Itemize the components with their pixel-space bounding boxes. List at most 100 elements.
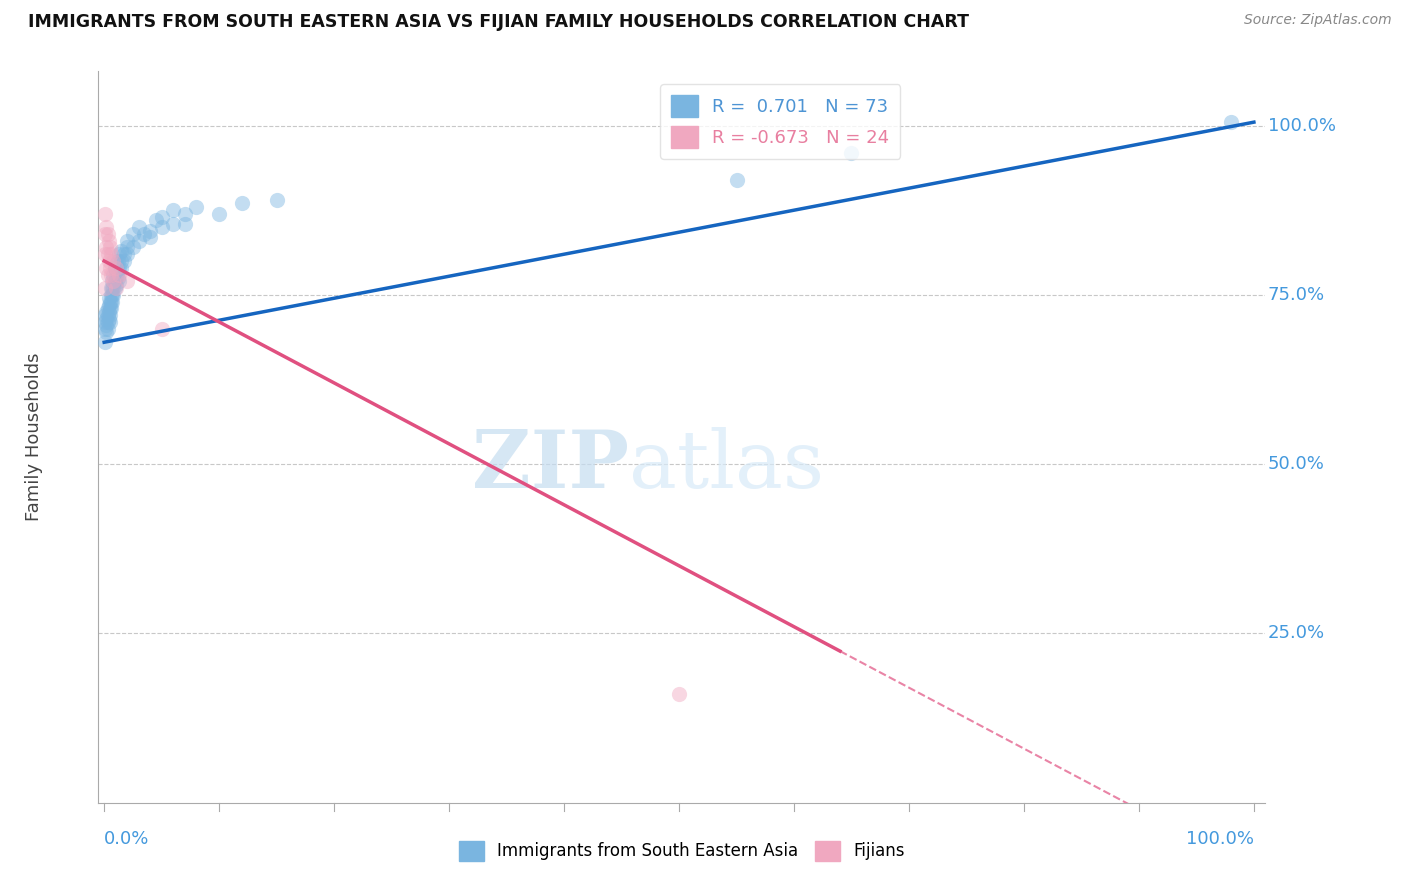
Point: [101, 274, 124, 288]
Point: [115, 234, 138, 248]
Text: 0.0%: 0.0%: [104, 830, 149, 848]
Point: [112, 254, 135, 268]
Point: [104, 271, 127, 285]
Point: [96, 318, 118, 333]
Point: [96, 325, 118, 339]
Point: [94, 281, 117, 295]
Point: [101, 281, 124, 295]
Point: [98, 240, 121, 254]
Point: [96, 305, 118, 319]
Point: [98, 308, 121, 322]
Text: 25.0%: 25.0%: [1268, 624, 1324, 642]
Point: [104, 281, 127, 295]
Point: [94, 206, 117, 220]
Point: [1219, 115, 1241, 129]
Point: [173, 217, 195, 231]
Point: [104, 257, 127, 271]
Point: [94, 247, 117, 261]
Point: [101, 288, 124, 302]
Point: [115, 274, 138, 288]
Point: [98, 260, 121, 275]
Legend: Immigrants from South Eastern Asia, Fijians: Immigrants from South Eastern Asia, Fiji…: [453, 834, 911, 868]
Point: [122, 227, 145, 241]
Point: [94, 315, 117, 329]
Point: [128, 220, 150, 235]
Point: [231, 196, 253, 211]
Point: [104, 264, 127, 278]
Point: [94, 227, 117, 241]
Point: [96, 311, 118, 326]
Text: 100.0%: 100.0%: [1268, 117, 1336, 135]
Point: [668, 688, 690, 702]
Point: [103, 281, 125, 295]
Point: [150, 322, 173, 336]
Point: [97, 322, 120, 336]
Point: [107, 254, 129, 268]
Point: [110, 260, 132, 275]
Text: Source: ZipAtlas.com: Source: ZipAtlas.com: [1244, 13, 1392, 28]
Point: [103, 281, 125, 295]
Point: [100, 281, 122, 295]
Point: [139, 230, 162, 244]
Point: [841, 145, 863, 160]
Point: [94, 308, 117, 322]
Point: [115, 240, 138, 254]
Point: [122, 240, 145, 254]
Point: [107, 271, 129, 285]
Point: [97, 305, 120, 319]
Point: [108, 247, 131, 261]
Point: [97, 301, 120, 316]
Point: [150, 210, 173, 224]
Point: [94, 335, 117, 350]
Text: atlas: atlas: [630, 427, 824, 506]
Point: [115, 247, 138, 261]
Point: [100, 288, 122, 302]
Text: 100.0%: 100.0%: [1185, 830, 1254, 848]
Point: [186, 200, 208, 214]
Point: [103, 268, 125, 282]
Point: [162, 203, 184, 218]
Point: [96, 260, 118, 275]
Point: [97, 291, 120, 305]
Text: Family Households: Family Households: [25, 353, 44, 521]
Point: [100, 301, 122, 316]
Point: [104, 260, 127, 275]
Point: [112, 247, 135, 261]
Point: [725, 172, 748, 186]
Point: [94, 322, 117, 336]
Point: [103, 274, 125, 288]
Point: [98, 315, 121, 329]
Point: [134, 227, 156, 241]
Point: [98, 294, 121, 309]
Point: [110, 244, 132, 258]
Text: 50.0%: 50.0%: [1268, 455, 1324, 473]
Text: IMMIGRANTS FROM SOUTH EASTERN ASIA VS FIJIAN FAMILY HOUSEHOLDS CORRELATION CHART: IMMIGRANTS FROM SOUTH EASTERN ASIA VS FI…: [28, 13, 969, 31]
Point: [97, 234, 120, 248]
Point: [100, 294, 122, 309]
Point: [98, 301, 121, 316]
Point: [97, 254, 120, 268]
Point: [150, 220, 173, 235]
Point: [97, 311, 120, 326]
Point: [103, 260, 125, 275]
Point: [103, 254, 125, 268]
Point: [128, 234, 150, 248]
Point: [108, 268, 131, 282]
Point: [96, 240, 118, 254]
Point: [96, 220, 118, 235]
Point: [145, 213, 167, 227]
Point: [162, 217, 184, 231]
Point: [97, 315, 120, 329]
Point: [266, 193, 288, 207]
Point: [97, 268, 120, 282]
Point: [97, 298, 120, 312]
Point: [100, 268, 122, 282]
Point: [97, 247, 120, 261]
Point: [173, 206, 195, 220]
Point: [104, 277, 127, 292]
Point: [208, 206, 231, 220]
Text: 75.0%: 75.0%: [1268, 285, 1324, 304]
Point: [110, 254, 132, 268]
Point: [108, 260, 131, 275]
Point: [97, 227, 120, 241]
